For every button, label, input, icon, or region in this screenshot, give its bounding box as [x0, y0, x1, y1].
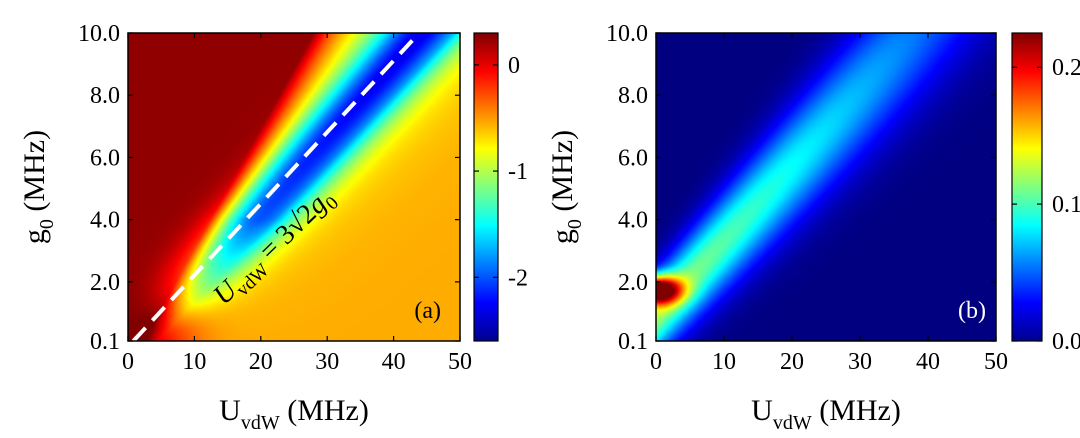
- y-tick-label: 6.0: [618, 145, 648, 171]
- x-tick-label: 10: [712, 349, 736, 375]
- y-axis-label-b-unit: (MHz): [546, 130, 579, 219]
- x-ticks-b: 0 10 20 30 40 50: [650, 33, 1008, 375]
- y-tick-label: 2.0: [618, 270, 648, 296]
- x-tick-label: 40: [382, 349, 406, 375]
- x-tick-label: 0: [122, 349, 134, 375]
- y-tick-label: 10.0: [78, 21, 120, 47]
- x-tick-label: 0: [650, 349, 662, 375]
- y-tick-label: 8.0: [618, 83, 648, 109]
- y-axis-label-a: g0 (MHz): [18, 130, 58, 244]
- y-axis-label-b-main: g: [546, 229, 579, 244]
- x-tick-label: 40: [916, 349, 940, 375]
- x-tick-label: 20: [249, 349, 273, 375]
- x-axis-label-b-sub: vdW: [773, 412, 812, 434]
- heatmap-b-image: [656, 33, 996, 341]
- y-tick-label: 6.0: [90, 145, 120, 171]
- y-tick-label: 10.0: [606, 21, 648, 47]
- y-tick-label: 4.0: [618, 208, 648, 234]
- colorbar-a: [473, 32, 499, 342]
- x-axis-label-b-main: U: [751, 394, 773, 427]
- colorbar-tick-label: -1: [508, 159, 528, 185]
- y-axis-label-b-sub: 0: [564, 219, 586, 229]
- colorbar-tick-label: 0: [508, 53, 520, 79]
- colorbar-ticks-a: 0 -1 -2: [474, 53, 528, 291]
- colorbar-tick-label: 0.1: [1052, 192, 1080, 218]
- annotation-line: [131, 37, 415, 343]
- x-tick-label: 10: [182, 349, 206, 375]
- x-axis-label-a: UvdW (MHz): [219, 394, 369, 434]
- panel-a: UvdW = 3√2g0 (a) 0 10 20 30 40 50 0.12.04.06.…: [18, 21, 528, 434]
- x-tick-label: 20: [780, 349, 804, 375]
- y-ticks-a: 0.1 2.0 4.0 6.0 8.0 10.0: [78, 21, 460, 355]
- y-axis-label-a-unit: (MHz): [18, 130, 51, 219]
- colorbar-tick-label: 0.2: [1052, 55, 1080, 81]
- y-axis-label-a-sub: 0: [36, 219, 58, 229]
- x-axis-label-a-main: U: [219, 394, 241, 427]
- y-axis-label-b: g0 (MHz): [546, 130, 586, 244]
- panel-b: (b) 0 10 20 30 40 50 0.1 2.0 4.0 6.0 8.0 10.0 UvdW…: [546, 21, 1080, 434]
- y-tick-label: 0.1: [90, 329, 120, 355]
- y-tick-label: 4.0: [90, 208, 120, 234]
- plot-frame-b: [655, 32, 997, 342]
- colorbar-ticks-b: 0.2 0.1 0.0: [1012, 55, 1080, 355]
- y-ticks-b: 0.1 2.0 4.0 6.0 8.0 10.0: [606, 21, 996, 355]
- y-tick-label: 8.0: [90, 83, 120, 109]
- colorbar-b: [1011, 32, 1043, 342]
- y-tick-label: 2.0: [90, 270, 120, 296]
- x-axis-label-a-sub: vdW: [241, 412, 280, 434]
- y-axis-label-a-main: g: [18, 229, 51, 244]
- x-ticks-a: 0 10 20 30 40 50: [122, 33, 472, 375]
- panel-label-a: (a): [414, 298, 441, 324]
- colorbar-tick-label: 0.0: [1052, 329, 1080, 355]
- x-tick-label: 30: [848, 349, 872, 375]
- x-axis-label-b-unit: (MHz): [812, 394, 901, 427]
- y-tick-label: 0.1: [618, 329, 648, 355]
- plot-frame-a: [127, 32, 461, 342]
- colorbar-tick-label: -2: [508, 265, 528, 291]
- x-tick-label: 50: [448, 349, 472, 375]
- x-axis-label-b: UvdW (MHz): [751, 394, 901, 434]
- x-axis-label-a-unit: (MHz): [280, 394, 369, 427]
- x-tick-label: 50: [984, 349, 1008, 375]
- x-tick-label: 30: [315, 349, 339, 375]
- panel-label-b: (b): [958, 298, 986, 324]
